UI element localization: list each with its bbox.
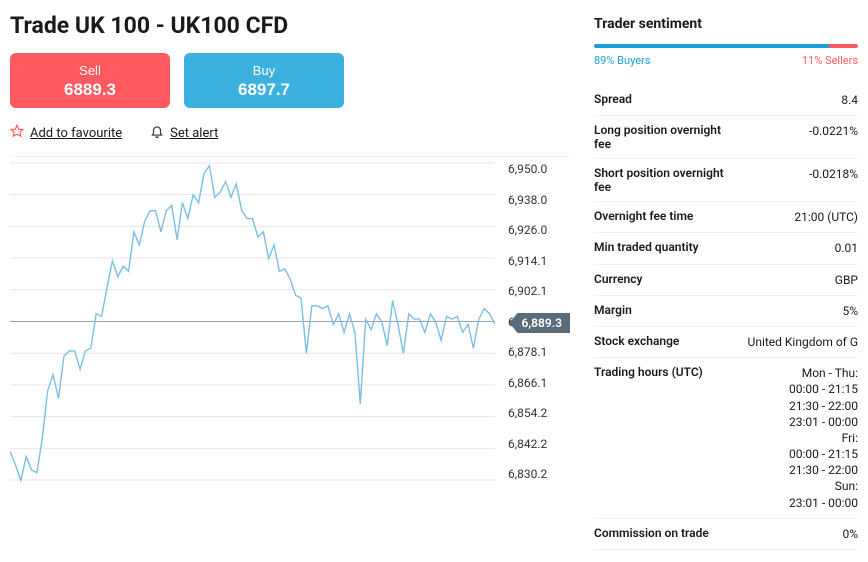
meta-row: Currency GBP (594, 265, 858, 296)
add-favourite-label: Add to favourite (30, 126, 122, 141)
meta-key: Stock exchange (594, 334, 739, 348)
price-chart: 6,950.0 6,938.0 6,926.0 6,914.1 6,902.1 6,889… (10, 156, 570, 486)
meta-row: Stock exchange United Kingdom of G (594, 327, 858, 358)
action-bar: Add to favourite Set alert (10, 124, 570, 142)
trade-buttons: Sell 6889.3 Buy 6897.7 (10, 53, 570, 108)
add-favourite-link[interactable]: Add to favourite (10, 124, 122, 142)
buy-button[interactable]: Buy 6897.7 (184, 53, 344, 108)
meta-row: Commission on trade 0% (594, 519, 858, 550)
meta-row: Min traded quantity 0.01 (594, 233, 858, 264)
meta-value: -0.0218% (809, 166, 858, 182)
bell-icon (150, 124, 164, 142)
meta-row: Short position overnight fee -0.0218% (594, 159, 858, 202)
meta-value: United Kingdom of G (748, 334, 858, 350)
current-price-badge: 6,889.3 (509, 313, 570, 333)
sell-price: 6889.3 (10, 80, 170, 100)
meta-row: Margin 5% (594, 296, 858, 327)
buy-label: Buy (184, 63, 344, 78)
meta-value: 5% (842, 303, 858, 319)
y-axis-tick: 6,950.0 (508, 163, 570, 175)
meta-row: Trading hours (UTC) Mon - Thu: 00:00 - 21… (594, 358, 858, 519)
meta-key: Long position overnight fee (594, 123, 739, 151)
y-axis-tick: 6,878.1 (508, 346, 570, 358)
sentiment-title: Trader sentiment (594, 16, 858, 32)
meta-row: Overnight fee time 21:00 (UTC) (594, 202, 858, 233)
meta-key: Currency (594, 272, 739, 286)
meta-value: 21:00 (UTC) (794, 209, 858, 225)
meta-value: GBP (835, 272, 858, 288)
meta-row: Long position overnight fee -0.0221% (594, 116, 858, 159)
sell-label: Sell (10, 63, 170, 78)
star-icon (10, 124, 24, 142)
sentiment-labels: 89% Buyers 11% Sellers (594, 54, 858, 67)
sentiment-bar-sellers (829, 44, 858, 48)
y-axis-tick: 6,842.2 (508, 438, 570, 450)
meta-key: Margin (594, 303, 739, 317)
meta-value: -0.0221% (809, 123, 858, 139)
page-title: Trade UK 100 - UK100 CFD (10, 12, 570, 39)
meta-value: 0% (842, 526, 858, 542)
meta-value: 8.4 (841, 92, 858, 108)
y-axis-tick: 6,914.1 (508, 255, 570, 267)
y-axis-tick: 6,926.0 (508, 224, 570, 236)
sentiment-sellers-label: 11% Sellers (802, 54, 858, 67)
chart-plot (10, 157, 495, 486)
meta-key: Spread (594, 92, 739, 106)
sentiment-bar (594, 44, 858, 48)
meta-key: Trading hours (UTC) (594, 365, 739, 379)
meta-key: Short position overnight fee (594, 166, 739, 194)
y-axis-tick: 6,866.1 (508, 377, 570, 389)
y-axis-tick: 6,938.0 (508, 194, 570, 206)
sell-button[interactable]: Sell 6889.3 (10, 53, 170, 108)
y-axis-tick: 6,902.1 (508, 285, 570, 297)
instrument-meta-table: Spread 8.4 Long position overnight fee -0.0… (594, 85, 858, 550)
y-axis-tick: 6,830.2 (508, 468, 570, 480)
meta-key: Min traded quantity (594, 240, 739, 254)
buy-price: 6897.7 (184, 80, 344, 100)
y-axis-tick: 6,854.2 (508, 407, 570, 419)
meta-value: Mon - Thu: 00:00 - 21:15 21:30 - 22:00 2… (789, 365, 858, 511)
meta-value: 0.01 (835, 240, 858, 256)
meta-row: Spread 8.4 (594, 85, 858, 116)
meta-key: Commission on trade (594, 526, 739, 540)
set-alert-label: Set alert (170, 126, 218, 141)
meta-key: Overnight fee time (594, 209, 739, 223)
sentiment-buyers-label: 89% Buyers (594, 54, 650, 67)
sentiment-bar-buyers (594, 44, 829, 48)
set-alert-link[interactable]: Set alert (150, 124, 218, 142)
